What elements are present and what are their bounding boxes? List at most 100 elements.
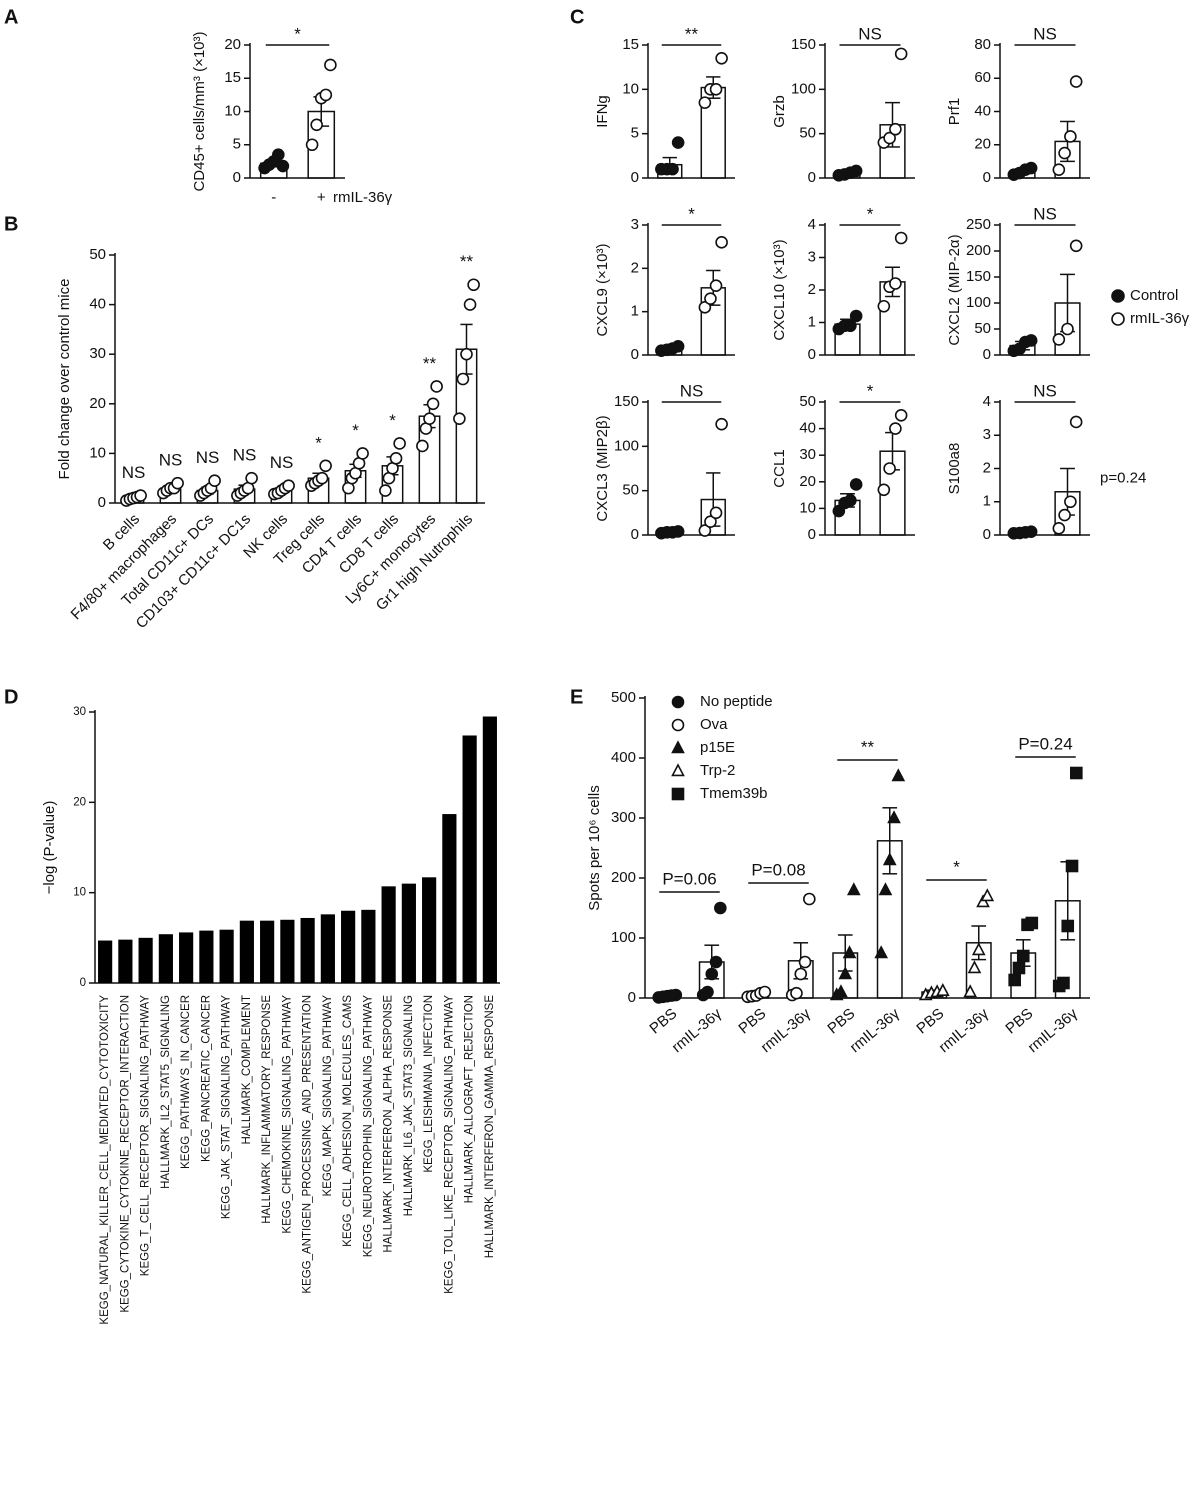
legend-label: No peptide xyxy=(700,693,773,710)
data-point xyxy=(1069,75,1083,88)
x-tick-label: KEGG_PANCREATIC_CANCER xyxy=(200,995,212,1162)
x-tick-label: KEGG_ANTIGEN_PROCESSING_AND_PRESENTATION xyxy=(302,995,314,1294)
data-point xyxy=(416,439,429,453)
significance: * xyxy=(688,204,695,223)
data-point xyxy=(1111,289,1125,303)
y-tick-label: 500 xyxy=(611,689,636,706)
y-tick-label: 100 xyxy=(791,80,816,97)
significance: * xyxy=(352,421,359,440)
x-tick-label: HALLMARK_INFLAMMATORY_RESPONSE xyxy=(261,995,273,1224)
y-tick-label: 2 xyxy=(631,259,639,276)
y-tick-label: 10 xyxy=(89,444,106,461)
significance: * xyxy=(389,411,396,430)
data-point xyxy=(838,966,853,980)
significance: * xyxy=(294,24,301,43)
data-point xyxy=(715,417,728,431)
significance: P=0.06 xyxy=(662,869,716,888)
panel-label: A xyxy=(4,6,18,28)
x-tick-label: rmIL-36γ xyxy=(669,1005,726,1056)
y-tick-label: 0 xyxy=(628,989,636,1006)
data-point xyxy=(758,985,772,999)
data-point xyxy=(701,985,714,999)
x-tick-label: KEGG_NATURAL_KILLER_CELL_MEDIATED_CYTOTO… xyxy=(99,995,111,1325)
data-point xyxy=(1008,973,1021,987)
y-tick-label: 0 xyxy=(983,526,991,543)
data-point xyxy=(894,231,908,245)
y-tick-label: 0 xyxy=(983,169,991,186)
y-tick-label: 0 xyxy=(983,346,991,363)
y-axis-label: CXCL9 (×10³) xyxy=(594,244,611,337)
data-point xyxy=(171,476,184,490)
data-point xyxy=(1111,312,1125,326)
data-point xyxy=(671,787,685,801)
y-axis-label: CXCL2 (MIP-2α) xyxy=(946,234,963,345)
data-point xyxy=(834,984,848,998)
data-point xyxy=(1069,239,1083,253)
x-tick-label: HALLMARK_IL2_STAT5_SIGNALING xyxy=(160,995,172,1189)
y-tick-label: 1 xyxy=(631,303,639,320)
data-point xyxy=(894,408,908,422)
bar xyxy=(482,716,497,983)
significance: NS xyxy=(270,453,294,472)
data-point xyxy=(282,479,295,492)
y-tick-label: 10 xyxy=(73,887,86,899)
bar xyxy=(341,910,356,983)
significance: * xyxy=(315,433,322,452)
data-point xyxy=(467,278,480,292)
data-point xyxy=(798,955,812,969)
y-tick-label: 20 xyxy=(89,395,106,412)
data-point xyxy=(319,459,332,473)
data-point xyxy=(1065,859,1079,873)
data-point xyxy=(891,768,906,782)
data-point xyxy=(963,984,978,998)
significance: NS xyxy=(159,451,183,470)
bar xyxy=(361,909,376,983)
legend-label: rmIL-36γ xyxy=(1130,310,1190,327)
y-tick-label: 40 xyxy=(974,102,991,119)
x-tick-label: PBS xyxy=(735,1005,769,1037)
data-point xyxy=(276,159,290,173)
y-tick-label: 10 xyxy=(799,499,816,516)
data-point xyxy=(1024,161,1038,175)
x-tick-label: - xyxy=(271,189,276,206)
data-point xyxy=(671,740,685,754)
note: p=0.24 xyxy=(1100,469,1146,486)
significance: NS xyxy=(196,448,220,467)
y-tick-label: 0 xyxy=(98,494,106,511)
y-tick-label: 10 xyxy=(224,102,241,119)
data-point xyxy=(453,412,466,425)
y-tick-label: 50 xyxy=(974,320,991,337)
legend-label: p15E xyxy=(700,739,735,756)
x-tick-label: KEGG_TOLL_LIKE_RECEPTOR_SIGNALING_PATHWA… xyxy=(443,995,455,1294)
legend-label: Control xyxy=(1130,287,1178,304)
data-point xyxy=(430,380,443,393)
y-tick-label: 40 xyxy=(799,420,816,437)
significance: ** xyxy=(460,252,474,271)
data-point xyxy=(666,162,679,176)
data-point xyxy=(889,277,902,290)
y-axis-label: S100a8 xyxy=(946,443,963,495)
x-tick-label: KEGG_JAK_STAT_SIGNALING_PATHWAY xyxy=(221,995,233,1219)
data-point xyxy=(698,301,712,314)
significance: * xyxy=(867,204,874,223)
y-tick-label: 200 xyxy=(611,869,636,886)
y-axis-label: Prf1 xyxy=(946,98,963,126)
y-tick-label: 4 xyxy=(983,393,991,410)
y-tick-label: 1 xyxy=(983,493,991,510)
panel-label: E xyxy=(570,686,583,708)
data-point xyxy=(980,888,995,902)
y-tick-label: 150 xyxy=(966,268,991,285)
data-point xyxy=(1064,130,1077,143)
y-tick-label: 250 xyxy=(966,216,991,233)
significance: P=0.08 xyxy=(751,860,805,879)
significance: ** xyxy=(423,354,437,373)
data-point xyxy=(889,122,902,136)
data-point xyxy=(1024,525,1038,538)
y-tick-label: 50 xyxy=(89,246,106,263)
data-point xyxy=(794,967,808,981)
significance: NS xyxy=(858,24,882,43)
panel-label: B xyxy=(4,213,18,235)
y-axis-label: IFNg xyxy=(594,95,611,128)
data-point xyxy=(1061,919,1075,933)
y-tick-label: 40 xyxy=(89,296,106,313)
